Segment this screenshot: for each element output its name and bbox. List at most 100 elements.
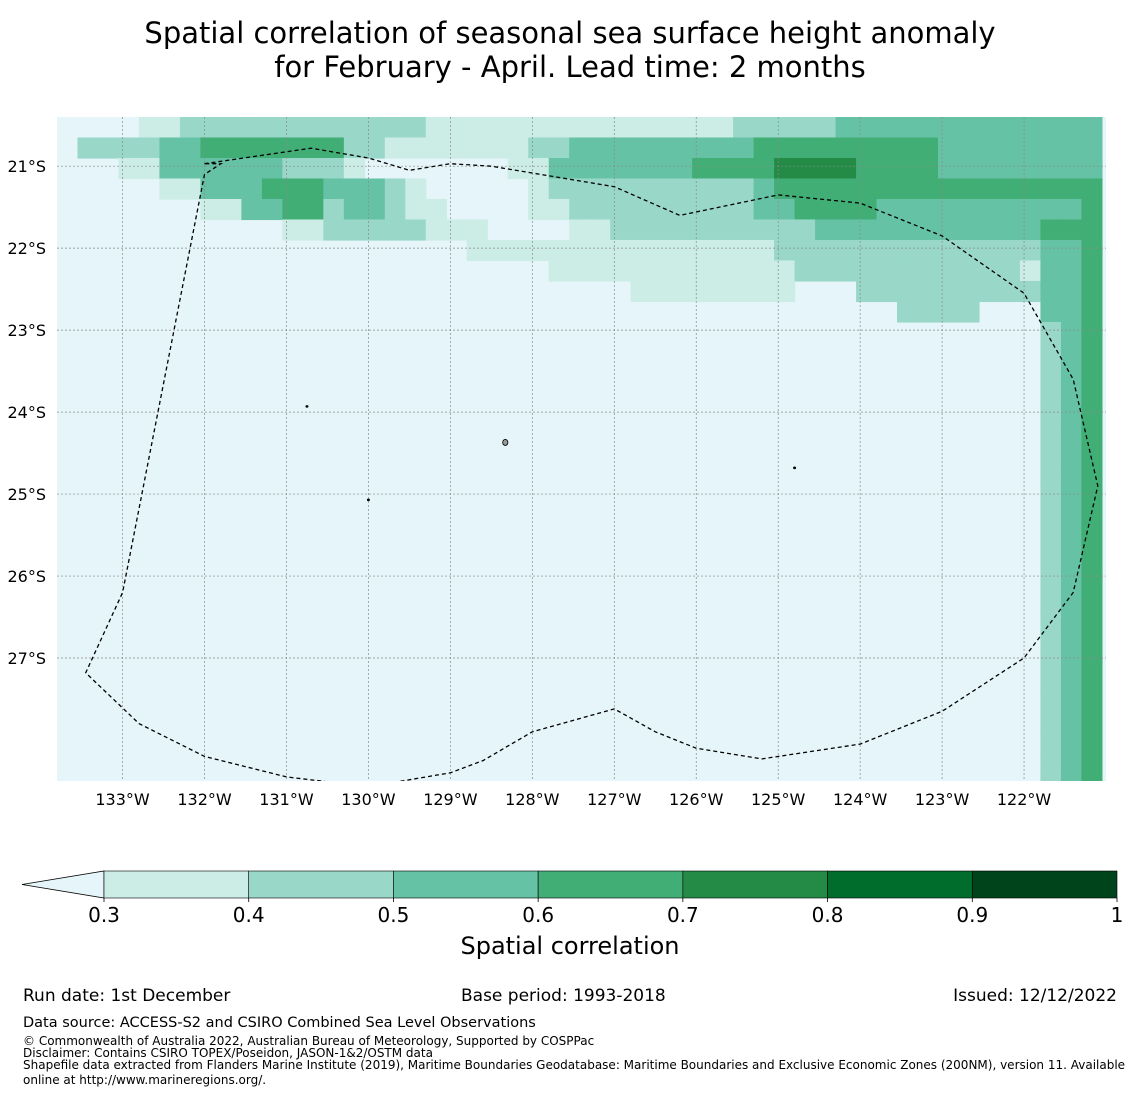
heat-cell (753, 219, 775, 241)
heat-cell (323, 198, 345, 221)
heat-cell (1081, 731, 1103, 753)
heat-cell (364, 137, 386, 159)
heat-cell (1060, 117, 1083, 139)
heat-cell (897, 239, 919, 262)
chart-title-line-2: for February - April. Lead time: 2 month… (274, 50, 866, 84)
heat-cell (835, 239, 857, 262)
heat-cell (1019, 239, 1042, 262)
heat-cell (897, 280, 919, 303)
heat-cell (958, 219, 980, 241)
heat-cell (384, 219, 406, 241)
heat-cell (1081, 403, 1103, 426)
heat-cell (528, 157, 550, 180)
heat-cell (1040, 444, 1062, 466)
heat-cell (897, 178, 919, 200)
heat-cell (528, 117, 550, 139)
heat-cell (384, 198, 406, 221)
heat-cell (323, 219, 345, 241)
heat-cell (794, 178, 816, 200)
heat-cell (384, 137, 406, 159)
heat-cell (897, 219, 919, 241)
heat-cell (179, 178, 202, 200)
heat-cell (569, 157, 591, 180)
heat-cell (897, 117, 919, 139)
colorbar-tick-label: 0.9 (956, 903, 988, 927)
heat-cell (1019, 117, 1042, 139)
heat-cell (876, 280, 898, 303)
heat-cell (712, 117, 734, 139)
heat-cell (1040, 670, 1062, 692)
heat-cell (302, 219, 324, 241)
lon-tick-label: 127°W (587, 790, 642, 809)
heat-cell (282, 157, 304, 180)
heat-cell (630, 198, 652, 221)
heat-cell (815, 239, 837, 262)
heat-cell (937, 280, 960, 303)
heat-cell (1081, 670, 1103, 692)
shapefile-credit: Shapefile data extracted from Flanders M… (23, 1058, 1126, 1072)
heat-cell (282, 219, 304, 241)
heat-cell (917, 117, 939, 139)
heat-cell (1081, 383, 1103, 405)
heat-cell (589, 260, 611, 282)
heat-cell (548, 157, 570, 180)
heat-cell (753, 178, 775, 200)
heat-cell (1040, 629, 1062, 651)
heat-cell (159, 157, 181, 180)
heat-cell (1081, 198, 1103, 221)
heat-cell (958, 280, 980, 303)
heat-cell (937, 117, 960, 139)
heat-cell (897, 198, 919, 221)
eez-boundary (84, 147, 1099, 781)
heat-cell (876, 117, 898, 139)
heat-cell (978, 280, 1001, 303)
colorbar: 0.3 0.4 0.5 0.6 0.7 0.8 0.9 1 (21, 870, 1123, 927)
heat-cell (692, 157, 714, 180)
heat-cell (733, 260, 755, 282)
heat-cell (507, 117, 529, 139)
heat-cell (261, 117, 283, 139)
heat-cell (77, 137, 99, 159)
heat-cell (1040, 608, 1062, 630)
heat-cell (466, 137, 488, 159)
heat-cell (589, 198, 611, 221)
heat-cell (343, 157, 365, 180)
colorbar-tick-label: 0.4 (233, 903, 265, 927)
eez-boundary-layer (84, 147, 1099, 781)
heat-cell (220, 137, 242, 159)
lon-tick-label: 132°W (177, 790, 232, 809)
heat-cell (794, 117, 816, 139)
heat-cell (999, 219, 1021, 241)
heat-cell (1019, 260, 1042, 282)
heat-cell (1060, 301, 1083, 323)
heat-cell (630, 239, 652, 262)
heat-cell (1081, 547, 1103, 569)
heat-cell (1081, 772, 1103, 781)
heat-cell (835, 137, 857, 159)
heat-cell (1040, 198, 1062, 221)
heat-cell (917, 239, 939, 262)
colorbar-extend-min (21, 870, 105, 899)
colorbar-segment (682, 870, 828, 899)
heat-cell (528, 178, 550, 200)
heat-cell (302, 137, 324, 159)
heat-cell (323, 157, 345, 180)
heat-cell (323, 178, 345, 200)
heat-cell (364, 178, 386, 200)
heat-cell (1060, 198, 1083, 221)
heat-cell (405, 178, 427, 200)
heat-cell (1060, 711, 1083, 733)
lat-tick-label: 24°S (7, 403, 46, 422)
heat-cell (1040, 219, 1062, 241)
heat-cell (569, 117, 591, 139)
heat-cell (671, 239, 693, 262)
heat-cell (384, 178, 406, 200)
heat-cell (733, 280, 755, 303)
heat-cell (589, 219, 611, 241)
heat-cell (1019, 280, 1042, 303)
heat-cell (1040, 731, 1062, 753)
heat-cell (712, 260, 734, 282)
heat-cell (958, 198, 980, 221)
heat-cell (1060, 752, 1083, 774)
lon-tick-label: 122°W (997, 790, 1052, 809)
